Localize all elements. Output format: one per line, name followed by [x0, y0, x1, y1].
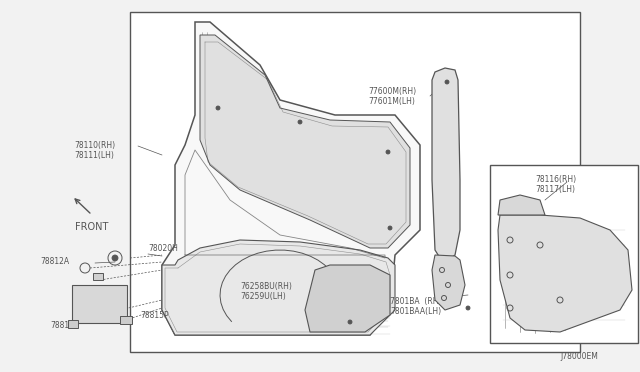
Circle shape	[216, 106, 220, 110]
Circle shape	[466, 306, 470, 310]
Circle shape	[348, 320, 352, 324]
Polygon shape	[305, 265, 390, 332]
Circle shape	[298, 120, 302, 124]
Text: 78812A: 78812A	[40, 257, 69, 266]
Circle shape	[445, 80, 449, 84]
Text: 78020H: 78020H	[148, 244, 178, 253]
Text: 7801BAA(LH): 7801BAA(LH)	[390, 307, 441, 316]
Polygon shape	[498, 215, 632, 332]
Bar	[490, 165, 638, 343]
Text: 7801BA  (RH): 7801BA (RH)	[390, 297, 442, 306]
Text: FRONT: FRONT	[75, 222, 108, 232]
Polygon shape	[162, 240, 395, 335]
Polygon shape	[200, 35, 410, 248]
Bar	[68, 320, 78, 328]
Circle shape	[112, 255, 118, 261]
Bar	[120, 316, 132, 324]
Text: 76258BU(RH): 76258BU(RH)	[240, 282, 292, 291]
Text: 78111(LH): 78111(LH)	[74, 151, 114, 160]
Polygon shape	[162, 22, 420, 335]
Bar	[72, 285, 127, 323]
Text: 78117(LH): 78117(LH)	[535, 185, 575, 194]
Circle shape	[388, 226, 392, 230]
Bar	[130, 12, 580, 352]
Polygon shape	[432, 68, 460, 260]
Text: 78810J: 78810J	[80, 287, 106, 296]
Polygon shape	[432, 255, 465, 310]
Polygon shape	[498, 195, 545, 215]
Text: 78810: 78810	[50, 321, 74, 330]
Text: 78110(RH): 78110(RH)	[74, 141, 115, 150]
Text: 78815P: 78815P	[140, 311, 168, 320]
Text: 76259U(LH): 76259U(LH)	[240, 292, 285, 301]
Text: 77600M(RH): 77600M(RH)	[368, 87, 416, 96]
Circle shape	[386, 150, 390, 154]
Text: J78000EM: J78000EM	[560, 352, 598, 361]
Text: 78116(RH): 78116(RH)	[535, 175, 576, 184]
Text: 77601M(LH): 77601M(LH)	[368, 97, 415, 106]
Bar	[93, 273, 103, 280]
